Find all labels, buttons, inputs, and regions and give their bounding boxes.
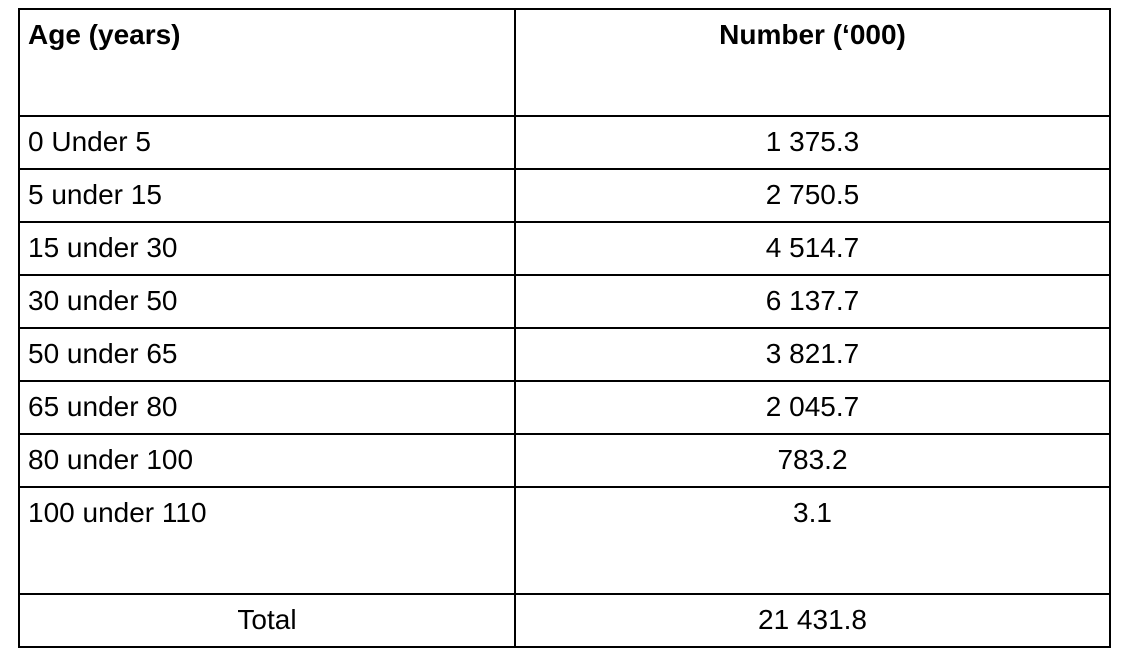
number-value-cell: 3 821.7: [514, 327, 1111, 382]
age-range-cell: 15 under 30: [18, 221, 516, 276]
age-distribution-table-container: Age (years) Number (‘000) 0 Under 5 1 37…: [18, 8, 1111, 648]
age-range-cell: 30 under 50: [18, 274, 516, 329]
total-row: Total 21 431.8: [18, 593, 1111, 648]
age-range-cell: 50 under 65: [18, 327, 516, 382]
table-row: 30 under 50 6 137.7: [18, 274, 1111, 329]
age-range-cell: 65 under 80: [18, 380, 516, 435]
age-column-header: Age (years): [18, 8, 516, 117]
age-range-cell: 0 Under 5: [18, 115, 516, 170]
age-range-cell: 5 under 15: [18, 168, 516, 223]
age-distribution-table: Age (years) Number (‘000) 0 Under 5 1 37…: [18, 8, 1111, 648]
age-range-cell: 80 under 100: [18, 433, 516, 488]
number-column-header: Number (‘000): [514, 8, 1111, 117]
header-row: Age (years) Number (‘000): [18, 8, 1111, 117]
number-value-cell: 783.2: [514, 433, 1111, 488]
number-value-cell: 2 750.5: [514, 168, 1111, 223]
table-row: 0 Under 5 1 375.3: [18, 115, 1111, 170]
table-row: 80 under 100 783.2: [18, 433, 1111, 488]
number-value-cell: 3.1: [514, 486, 1111, 595]
table-row: 65 under 80 2 045.7: [18, 380, 1111, 435]
table-row: 50 under 65 3 821.7: [18, 327, 1111, 382]
number-value-cell: 6 137.7: [514, 274, 1111, 329]
total-label: Total: [18, 593, 516, 648]
number-value-cell: 1 375.3: [514, 115, 1111, 170]
number-value-cell: 4 514.7: [514, 221, 1111, 276]
age-range-cell: 100 under 110: [18, 486, 516, 595]
table-row: 15 under 30 4 514.7: [18, 221, 1111, 276]
table-row: 100 under 110 3.1: [18, 486, 1111, 595]
table-row: 5 under 15 2 750.5: [18, 168, 1111, 223]
number-value-cell: 2 045.7: [514, 380, 1111, 435]
total-value-cell: 21 431.8: [514, 593, 1111, 648]
